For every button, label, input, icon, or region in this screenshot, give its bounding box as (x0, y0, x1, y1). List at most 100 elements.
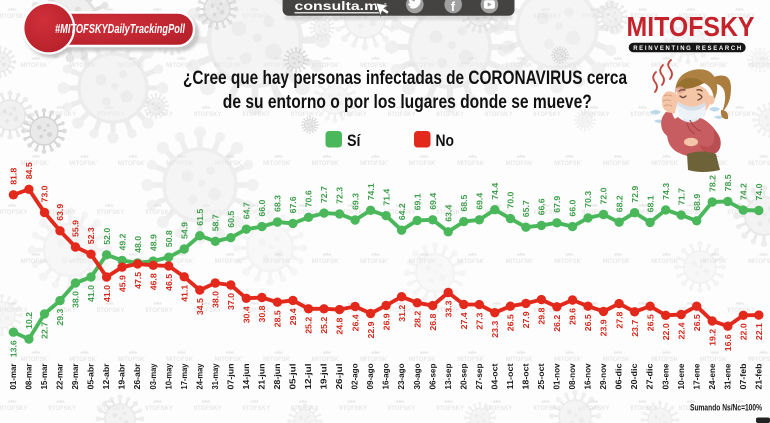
svg-text:67.6: 67.6 (288, 196, 298, 213)
svg-text:74.2: 74.2 (739, 183, 749, 200)
svg-text:24-ene: 24-ene (708, 363, 717, 390)
svg-text:60.5: 60.5 (226, 210, 236, 227)
svg-text:27.9: 27.9 (521, 311, 531, 328)
svg-text:06-dic: 06-dic (615, 363, 624, 390)
svg-text:01-mar: 01-mar (9, 364, 18, 390)
svg-text:29.3: 29.3 (55, 308, 65, 325)
svg-text:19-abr: 19-abr (118, 364, 127, 390)
svg-text:26-abr: 26-abr (133, 364, 142, 390)
svg-text:23-ago: 23-ago (397, 363, 406, 389)
svg-text:18-oct: 18-oct (522, 363, 531, 389)
svg-text:07-jun: 07-jun (226, 363, 235, 389)
svg-text:69.1: 69.1 (412, 193, 422, 210)
svg-text:26.5: 26.5 (645, 314, 655, 331)
svg-text:09-ago: 09-ago (366, 363, 375, 389)
svg-text:71.4: 71.4 (381, 188, 391, 205)
svg-text:49.2: 49.2 (117, 233, 127, 250)
svg-text:52.0: 52.0 (102, 228, 112, 245)
svg-text:41.1: 41.1 (179, 285, 189, 302)
svg-text:30.8: 30.8 (257, 305, 267, 322)
svg-text:#MITOFSKYDailyTrackingPoll: #MITOFSKYDailyTrackingPoll (55, 21, 185, 36)
svg-text:08-nov: 08-nov (568, 363, 577, 390)
svg-text:02-ago: 02-ago (351, 363, 360, 389)
svg-text:64.7: 64.7 (242, 202, 252, 219)
svg-text:25.2: 25.2 (319, 317, 329, 334)
svg-text:10-ene: 10-ene (677, 363, 686, 390)
svg-text:10.2: 10.2 (24, 312, 34, 329)
svg-text:27-sep: 27-sep (475, 363, 484, 389)
svg-text:74.3: 74.3 (661, 183, 671, 200)
svg-text:19.2: 19.2 (708, 329, 718, 346)
svg-text:17-may: 17-may (180, 363, 189, 390)
svg-text:78.2: 78.2 (708, 175, 718, 192)
svg-text:16-nov: 16-nov (584, 363, 593, 390)
svg-text:78.5: 78.5 (723, 174, 733, 191)
svg-text:29.6: 29.6 (568, 308, 578, 325)
svg-text:28.5: 28.5 (273, 310, 283, 327)
svg-text:01-nov: 01-nov (553, 363, 562, 390)
svg-text:27-dic: 27-dic (646, 363, 655, 390)
svg-text:20-sep: 20-sep (459, 363, 468, 389)
svg-text:23.9: 23.9 (599, 319, 609, 336)
svg-text:38.0: 38.0 (211, 291, 221, 308)
svg-text:29-nov: 29-nov (599, 363, 608, 390)
svg-text:22.1: 22.1 (754, 323, 764, 340)
svg-text:30.4: 30.4 (242, 306, 252, 323)
svg-text:74.1: 74.1 (366, 183, 376, 200)
svg-text:70.0: 70.0 (506, 191, 516, 208)
svg-text:72.9: 72.9 (630, 185, 640, 202)
svg-text:03-ene: 03-ene (661, 363, 670, 390)
svg-text:37.0: 37.0 (226, 293, 236, 310)
svg-text:27.8: 27.8 (614, 311, 624, 328)
svg-text:68.9: 68.9 (692, 194, 702, 211)
svg-text:22.9: 22.9 (366, 321, 376, 338)
svg-text:31-ene: 31-ene (723, 363, 732, 390)
svg-text:26.9: 26.9 (381, 313, 391, 330)
svg-text:52.3: 52.3 (86, 227, 96, 244)
svg-text:08-mar: 08-mar (25, 364, 34, 390)
svg-text:65.7: 65.7 (521, 200, 531, 217)
svg-text:69.4: 69.4 (475, 193, 485, 210)
svg-text:46.8: 46.8 (148, 273, 158, 290)
svg-text:26-jul: 26-jul (335, 364, 344, 390)
svg-text:04-oct: 04-oct (490, 363, 499, 389)
svg-text:74.4: 74.4 (490, 182, 500, 199)
svg-text:16.6: 16.6 (723, 334, 733, 351)
svg-text:Sumando Ns/Nc=100%: Sumando Ns/Nc=100% (690, 403, 762, 413)
svg-text:58.7: 58.7 (211, 214, 221, 231)
svg-text:24.8: 24.8 (335, 317, 345, 334)
svg-text:03-may: 03-may (149, 363, 158, 390)
svg-text:74.0: 74.0 (754, 183, 764, 200)
svg-text:11-oct: 11-oct (506, 363, 515, 389)
svg-text:06-sep: 06-sep (428, 363, 437, 389)
svg-text:26.2: 26.2 (552, 315, 562, 332)
svg-text:73.0: 73.0 (40, 185, 50, 202)
svg-text:No: No (436, 132, 455, 150)
svg-text:12-abr: 12-abr (102, 364, 111, 390)
svg-text:71.7: 71.7 (676, 188, 686, 205)
svg-text:07-feb: 07-feb (739, 363, 748, 389)
svg-text:41.0: 41.0 (86, 285, 96, 302)
svg-text:63.9: 63.9 (55, 204, 65, 221)
svg-text:f: f (451, 0, 456, 14)
svg-text:13.6: 13.6 (9, 340, 19, 357)
svg-text:46.5: 46.5 (164, 274, 174, 291)
svg-text:26.5: 26.5 (506, 314, 516, 331)
svg-text:22.7: 22.7 (40, 322, 50, 339)
svg-text:05-abr: 05-abr (87, 364, 96, 390)
svg-text:84.5: 84.5 (24, 162, 34, 179)
svg-text:63.4: 63.4 (443, 205, 453, 222)
svg-text:Sí: Sí (347, 132, 362, 150)
svg-text:20-dic: 20-dic (630, 363, 639, 390)
svg-text:de su entorno o por los lugare: de su entorno o por los lugares donde se… (223, 92, 592, 113)
svg-text:48.0: 48.0 (133, 236, 143, 253)
svg-text:29.4: 29.4 (288, 308, 298, 325)
svg-text:26.4: 26.4 (350, 314, 360, 331)
svg-text:48.9: 48.9 (148, 234, 158, 251)
svg-text:61.5: 61.5 (195, 208, 205, 225)
svg-text:22.0: 22.0 (739, 323, 749, 340)
svg-text:66.6: 66.6 (537, 198, 547, 215)
svg-text:16-ago: 16-ago (382, 363, 391, 389)
svg-text:24-may: 24-may (195, 363, 204, 390)
svg-text:31-may: 31-may (211, 363, 220, 390)
